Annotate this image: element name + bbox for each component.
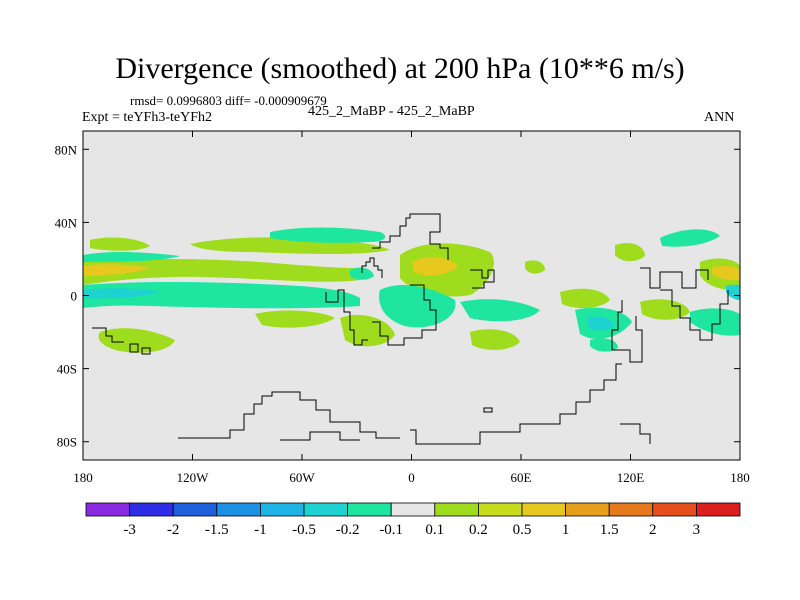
expt-label: Expt = teYFh3-teYFh2 [82,110,212,125]
colorbar-label: -0.5 [292,522,316,538]
colorbar-swatch [696,502,741,517]
colorbar-swatch [259,502,305,517]
shade-blob-pacific-s [98,328,175,353]
x-tick-label: 60E [511,470,532,485]
case-label: 425_2_MaBP - 425_2_MaBP [308,104,475,119]
x-tick-label: 120W [177,470,210,485]
shade-core-dateline-neg [726,284,740,300]
x-tick-label: 120E [617,470,645,485]
coast-se-asia [611,300,643,363]
coast-south-island [483,407,493,413]
shade-band-n-pacific2 [83,252,180,262]
y-tick-label: 40N [55,215,78,230]
colorbar-swatch [172,502,218,517]
coast-pacific-islands [92,327,124,343]
coast-africa-east [372,284,437,346]
colorbar-label: -1.5 [205,522,229,538]
colorbar-label: 0.2 [469,522,488,538]
colorbar-swatch [652,502,697,517]
x-tick-label: 180 [73,470,93,485]
x-tick-label: 0 [408,470,415,485]
x-tick-label: 60W [289,470,315,485]
chart-title: Divergence (smoothed) at 200 hPa (10**6 … [115,52,685,85]
colorbar-label: 2 [649,522,657,538]
shade-blob-io [460,299,540,322]
colorbar-label: -2 [167,522,180,538]
colorbar-label: -0.1 [379,522,403,538]
colorbar-swatch [608,502,654,517]
colorbar-label: 3 [693,522,701,538]
shade-band-n-cyan [270,227,386,243]
shade-band-eq [83,282,360,309]
coast-asia-east [640,267,709,289]
colorbar-swatch [390,502,436,517]
shade-blob-sa-s [255,310,335,328]
y-tick-label: 80S [57,435,77,450]
x-tick-label: 180 [730,470,750,485]
coast-antarctica-east-edge [620,423,651,444]
y-tick-label: 40S [57,362,77,377]
colorbar-label: -0.2 [336,522,360,538]
shade-core-eq [83,288,160,299]
shade-core-maritime [588,316,614,331]
shade-blob-wp [640,299,690,320]
coast-antarctica-west-inner [280,431,360,441]
colorbar-swatch [303,502,348,517]
x-axis: 180 120W 60W 0 60E 120E 180 [73,131,750,485]
coast-south-america [325,289,368,346]
coast-africa [372,213,449,260]
coast-australia [660,289,729,341]
shade-blob-indian-e [560,288,610,309]
y-tick-label: 0 [71,289,78,304]
shade-core-africa [412,257,458,276]
colorbar-label: -3 [123,522,136,538]
shade-band-n-east [90,237,150,251]
shade-core-dateline [712,265,740,281]
colorbar-swatch [85,502,130,517]
shade-blob-sp [690,308,740,336]
coastlines [92,213,729,445]
coast-north-america [361,257,383,278]
shade-blob-indian-s [470,329,520,350]
colorbar-swatch [565,502,610,517]
colorbar-swatch [477,502,523,517]
colorbar-label: 0.5 [513,522,532,538]
divergence-shading [83,227,740,353]
rmsd-diff-text: rmsd= 0.0996803 diff= -0.000909679 [130,93,327,108]
colorbar-label: -1 [254,522,267,538]
colorbar-swatch [129,502,174,517]
coast-arabia [470,269,495,289]
season-label: ANN [704,110,735,125]
colorbar-swatch [216,502,261,517]
colorbar-swatch [521,502,566,517]
colorbar: -3 -2 -1.5 -1 -0.5 -0.2 -0.1 0.1 0.2 0.5 1 1.5 2 3 [85,502,741,538]
y-tick-label: 80N [55,142,78,157]
shade-core-n-pacific [83,264,150,276]
colorbar-label: 1.5 [600,522,619,538]
shade-blob-e-ind [615,243,645,262]
coast-antarctica-west [178,391,400,439]
colorbar-label: 1 [562,522,570,538]
shade-blob-s-ind [590,338,618,352]
colorbar-label: 0.1 [425,522,444,538]
shade-blob-n-ind [660,229,720,247]
shade-blob-atl [350,267,374,280]
y-axis: 80N 40N 0 40S 80S [55,142,740,450]
coast-antarctica-east [410,363,622,445]
shade-band-n-pacific [83,259,360,285]
coast-nz [129,343,151,355]
shade-blob-mid-small [525,260,545,274]
colorbar-swatch [434,502,479,517]
colorbar-swatch [347,502,392,517]
